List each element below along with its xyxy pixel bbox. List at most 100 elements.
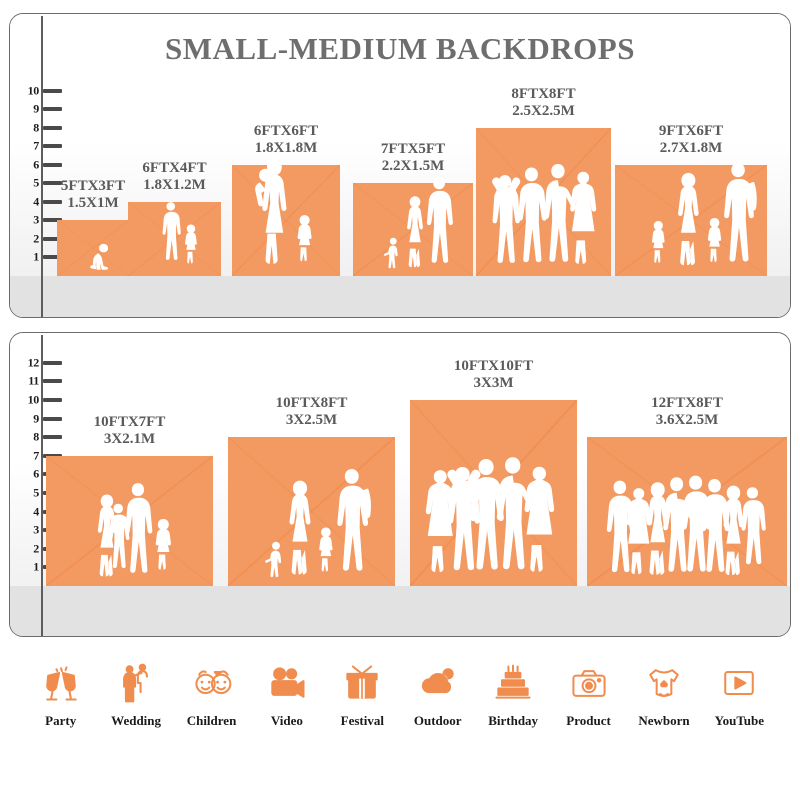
use-case-label: Wedding <box>111 713 162 728</box>
y-axis-tick-label: 9 <box>33 101 39 116</box>
y-axis-tick-label: 5 <box>33 485 39 500</box>
y-axis-tick-label: 4 <box>33 504 39 519</box>
wedding-couple-icon <box>114 655 158 711</box>
bar-size-label: 10FTX8FT 3X2.5M <box>198 395 425 429</box>
y-axis-tick <box>43 435 62 440</box>
bar-label-imperial: 9FTX6FT <box>658 122 724 139</box>
use-case-label: Birthday <box>488 713 539 728</box>
floor-strip <box>10 276 790 317</box>
cloud-sun-icon <box>416 655 460 711</box>
bar-label-imperial: 7FTX5FT <box>380 141 446 158</box>
y-axis-tick-label: 7 <box>33 138 39 153</box>
bar-size-label: 12FTX8FT 3.6X2.5M <box>557 395 790 429</box>
backdrop-size-bar <box>228 437 395 586</box>
bar-label-metric: 3X2.1M <box>103 430 156 447</box>
bar-size-label: 10FTX7FT 3X2.1M <box>16 414 243 448</box>
bar-size-label: 7FTX5FT 2.2X1.5M <box>323 141 503 175</box>
y-axis-tick-label: 2 <box>33 541 39 556</box>
y-axis-tick-label: 6 <box>33 466 39 481</box>
y-axis-tick-label: 9 <box>33 411 39 426</box>
photo-camera-icon <box>567 655 611 711</box>
bar-size-label: 6FTX6FT 1.8X1.8M <box>202 123 370 157</box>
bar-label-imperial: 10FTX8FT <box>275 395 348 412</box>
floor-strip <box>10 586 790 636</box>
use-case-item-youtube[interactable]: YouTube <box>702 655 777 729</box>
bar-label-metric: 1.8X1.2M <box>143 176 206 193</box>
bar-size-label: 6FTX4FT 1.8X1.2M <box>98 160 251 194</box>
use-case-item-video[interactable]: Video <box>249 655 324 729</box>
bar-size-label: 9FTX6FT 2.7X1.8M <box>585 122 790 157</box>
y-axis-tick-label: 6 <box>33 157 39 172</box>
y-axis-line <box>41 16 43 317</box>
y-axis-tick <box>43 398 62 402</box>
baby-onesie-icon <box>642 655 686 711</box>
bar-label-imperial: 6FTX4FT <box>142 159 207 176</box>
use-case-item-product[interactable]: Product <box>551 655 626 729</box>
bar-size-label: 8FTX8FT 2.5X2.5M <box>446 86 641 120</box>
use-case-item-wedding[interactable]: Wedding <box>98 655 173 729</box>
y-axis-tick-label: 8 <box>33 120 39 135</box>
backdrop-size-bar <box>410 400 577 586</box>
bar-label-imperial: 8FTX8FT <box>511 85 576 102</box>
use-case-item-festival[interactable]: Festival <box>325 655 400 729</box>
use-case-label: Product <box>566 713 611 728</box>
use-case-item-newborn[interactable]: Newborn <box>626 655 701 729</box>
bar-label-imperial: 5FTX3FT <box>60 178 126 195</box>
y-axis-tick <box>43 255 62 260</box>
use-case-item-birthday[interactable]: Birthday <box>475 655 550 729</box>
play-button-icon <box>717 655 761 711</box>
bar-label-metric: 2.2X1.5M <box>381 158 445 175</box>
bar-label-imperial: 6FTX6FT <box>253 122 319 139</box>
y-axis-tick-label: 4 <box>33 194 39 209</box>
use-case-label: Children <box>186 713 237 728</box>
gift-box-icon <box>340 655 384 711</box>
y-axis-tick <box>43 236 62 241</box>
bar-label-metric: 1.8X1.8M <box>254 139 318 156</box>
bar-label-imperial: 12FTX8FT <box>651 395 723 412</box>
y-axis-tick <box>43 144 62 149</box>
y-axis-tick <box>43 107 62 112</box>
y-axis-tick-label: 3 <box>33 522 39 537</box>
use-case-icon-strip: Party Wedding Children Video Festival Outdoor… <box>9 655 791 760</box>
y-axis-tick-label: 1 <box>33 559 39 574</box>
page-title: SMALL-MEDIUM BACKDROPS <box>165 31 635 66</box>
bar-label-metric: 2.7X1.8M <box>659 139 723 156</box>
backdrop-size-bar <box>232 164 340 276</box>
use-case-item-children[interactable]: Children <box>174 655 249 729</box>
use-case-item-outdoor[interactable]: Outdoor <box>400 655 475 729</box>
backdrop-size-bar <box>615 164 767 276</box>
bar-size-label: 5FTX3FT 1.5X1M <box>27 178 159 212</box>
use-case-item-party[interactable]: Party <box>23 655 98 729</box>
use-case-label: Newborn <box>638 713 690 728</box>
cheers-glasses-icon <box>39 655 83 711</box>
y-axis-tick-label: 7 <box>33 448 39 463</box>
backdrop-size-bar <box>353 183 473 276</box>
bar-size-label: 10FTX10FT 3X3M <box>380 358 607 392</box>
y-axis-tick-label: 10 <box>27 83 40 97</box>
y-axis-tick-label: 8 <box>33 429 39 444</box>
y-axis-tick-label: 12 <box>27 355 40 370</box>
chart-panel-large: 1 2 3 4 5 6 7 8 9 10 11 12 10FTX7FT 3X2.1M 10FTX8FT 3X… <box>9 332 791 637</box>
y-axis-tick-label: 3 <box>33 212 39 227</box>
use-case-label: Party <box>45 713 77 728</box>
backdrop-size-bar <box>46 455 213 586</box>
use-case-label: YouTube <box>714 713 765 728</box>
bar-label-metric: 3.6X2.5M <box>655 412 719 429</box>
y-axis-tick-label: 10 <box>27 392 40 407</box>
y-axis-tick <box>43 125 62 130</box>
y-axis-tick <box>43 218 62 223</box>
bar-label-metric: 3X2.5M <box>285 412 338 429</box>
y-axis-tick <box>43 416 62 421</box>
backdrop-size-bar <box>587 437 787 586</box>
use-case-label: Video <box>270 713 303 728</box>
bar-label-metric: 1.5X1M <box>67 195 119 212</box>
y-axis-tick <box>43 199 62 204</box>
bar-label-metric: 3X3M <box>473 375 514 391</box>
y-axis-tick <box>43 88 62 93</box>
y-axis-tick-label: 2 <box>33 231 39 246</box>
y-axis-tick <box>43 379 62 384</box>
backdrop-size-bar <box>128 201 221 276</box>
y-axis-tick <box>43 162 62 167</box>
movie-camera-icon <box>265 655 309 711</box>
